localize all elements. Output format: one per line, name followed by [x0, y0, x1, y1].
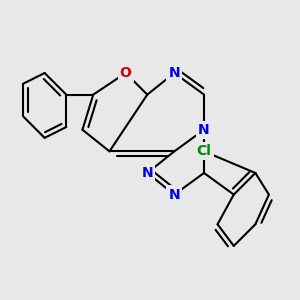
Text: N: N	[198, 123, 210, 137]
Text: Cl: Cl	[196, 144, 211, 158]
Text: N: N	[142, 166, 153, 180]
Text: N: N	[169, 66, 180, 80]
Text: O: O	[120, 66, 132, 80]
Text: N: N	[169, 188, 180, 202]
